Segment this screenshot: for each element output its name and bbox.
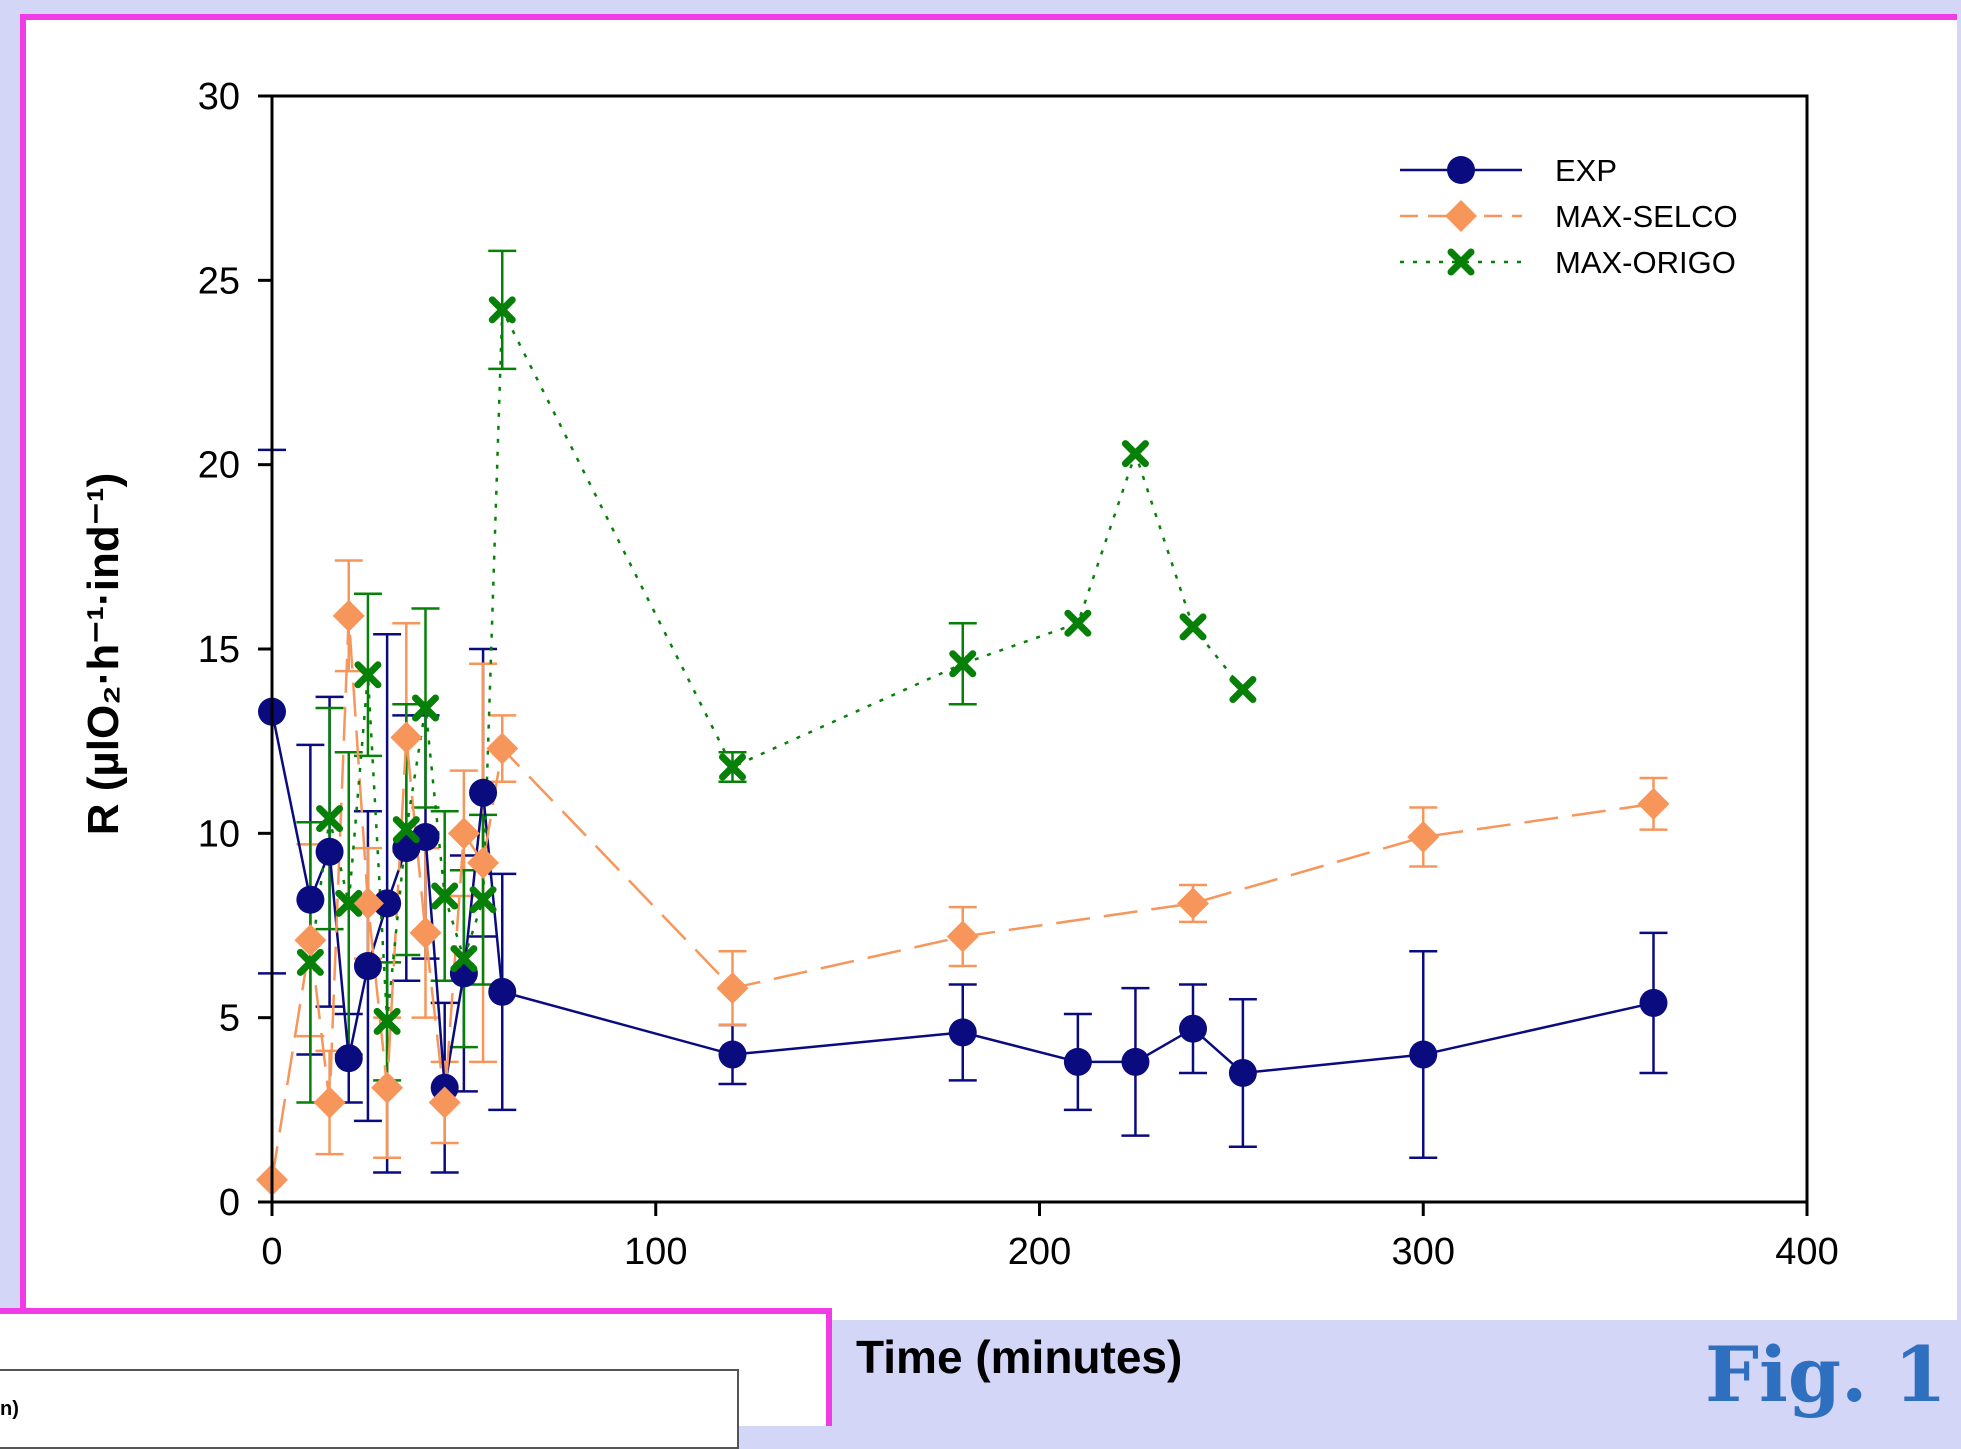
x-tick-label: 200 bbox=[1008, 1231, 1071, 1273]
y-tick-label: 15 bbox=[198, 629, 240, 671]
max-selco-point bbox=[467, 846, 500, 879]
exp-point bbox=[315, 837, 344, 866]
max-selco-point bbox=[313, 1086, 346, 1119]
max-origo-point bbox=[1121, 440, 1149, 468]
max-origo-point bbox=[488, 296, 516, 324]
exp-point bbox=[334, 1044, 363, 1073]
max-selco-point bbox=[390, 721, 423, 754]
max-origo-point bbox=[412, 694, 439, 722]
x-tick-label: 300 bbox=[1392, 1231, 1455, 1273]
exp-point bbox=[353, 952, 382, 981]
max-selco-point bbox=[1177, 887, 1209, 920]
max-selco-point bbox=[946, 920, 979, 953]
max-origo-point bbox=[1179, 613, 1207, 641]
exp-point bbox=[469, 778, 498, 807]
exp-point bbox=[488, 977, 517, 1006]
y-axis-title: R (µlO₂·h⁻¹·ind⁻¹) bbox=[79, 473, 128, 836]
exp-point bbox=[296, 885, 325, 914]
markers-layer bbox=[256, 296, 1670, 1196]
max-selco-point bbox=[332, 599, 365, 632]
y-tick-label: 10 bbox=[198, 813, 240, 855]
max-origo-point bbox=[431, 882, 459, 910]
legend-marker-max-origo bbox=[1447, 248, 1475, 276]
figure-label: Fig. 1 bbox=[1705, 1330, 1947, 1419]
max-origo-point bbox=[354, 661, 382, 689]
x-tick-label: 100 bbox=[624, 1231, 687, 1273]
max-selco-point bbox=[486, 732, 519, 765]
exp-point bbox=[411, 823, 440, 852]
legend-label-max-origo: MAX-ORIGO bbox=[1555, 245, 1736, 280]
exp-point bbox=[1179, 1014, 1207, 1043]
max-selco-point bbox=[294, 924, 327, 957]
legend: EXP MAX-SELCO MAX-ORIGO bbox=[1400, 153, 1738, 280]
exp-point bbox=[948, 1018, 977, 1047]
y-tick-label: 0 bbox=[219, 1182, 240, 1224]
max-selco-point bbox=[428, 1086, 461, 1119]
max-selco-point bbox=[409, 916, 442, 949]
max-origo-point bbox=[392, 816, 420, 844]
exp-point bbox=[373, 889, 402, 918]
exp-point bbox=[1121, 1047, 1150, 1076]
y-tick-label: 20 bbox=[198, 445, 240, 487]
y-tick-label: 25 bbox=[198, 260, 240, 302]
max-selco-point bbox=[716, 972, 749, 1005]
x-axis-title: Time (minutes) bbox=[856, 1331, 1183, 1383]
y-tick-label: 30 bbox=[198, 76, 240, 118]
inset-box bbox=[0, 1369, 739, 1449]
legend-label-max-selco: MAX-SELCO bbox=[1555, 199, 1738, 234]
max-origo-point bbox=[949, 650, 977, 678]
exp-point bbox=[718, 1040, 747, 1069]
max-selco-point bbox=[371, 1071, 404, 1104]
max-origo-point bbox=[1229, 676, 1257, 704]
max-origo-point bbox=[373, 1007, 401, 1035]
legend-label-exp: EXP bbox=[1555, 153, 1617, 188]
x-tick-label: 400 bbox=[1775, 1231, 1838, 1273]
exp-point bbox=[1409, 1040, 1438, 1069]
max-origo-point bbox=[719, 753, 746, 781]
max-selco-point bbox=[1637, 787, 1670, 820]
max-origo-point bbox=[469, 886, 497, 914]
legend-marker-exp bbox=[1447, 156, 1475, 184]
max-origo-point bbox=[316, 805, 344, 833]
x-tick-label: 0 bbox=[261, 1231, 282, 1273]
exp-point bbox=[1228, 1058, 1257, 1087]
max-origo-line bbox=[309, 309, 1244, 1022]
legend-marker-max-selco bbox=[1445, 200, 1477, 232]
max-selco-point bbox=[1407, 821, 1440, 854]
max-origo-point bbox=[296, 948, 324, 976]
exp-point bbox=[1063, 1047, 1092, 1076]
axes: 0 100 200 300 400 0 5 10 15 20 25 30 bbox=[198, 76, 1839, 1273]
inset-panel: n) bbox=[0, 1308, 832, 1449]
inset-text: n) bbox=[0, 1398, 19, 1420]
max-selco-point bbox=[447, 817, 480, 850]
max-origo-point bbox=[1064, 609, 1092, 637]
max-origo-point bbox=[335, 889, 363, 917]
exp-point bbox=[1639, 988, 1668, 1017]
y-tick-label: 5 bbox=[219, 998, 240, 1040]
max-origo-point bbox=[450, 945, 478, 973]
